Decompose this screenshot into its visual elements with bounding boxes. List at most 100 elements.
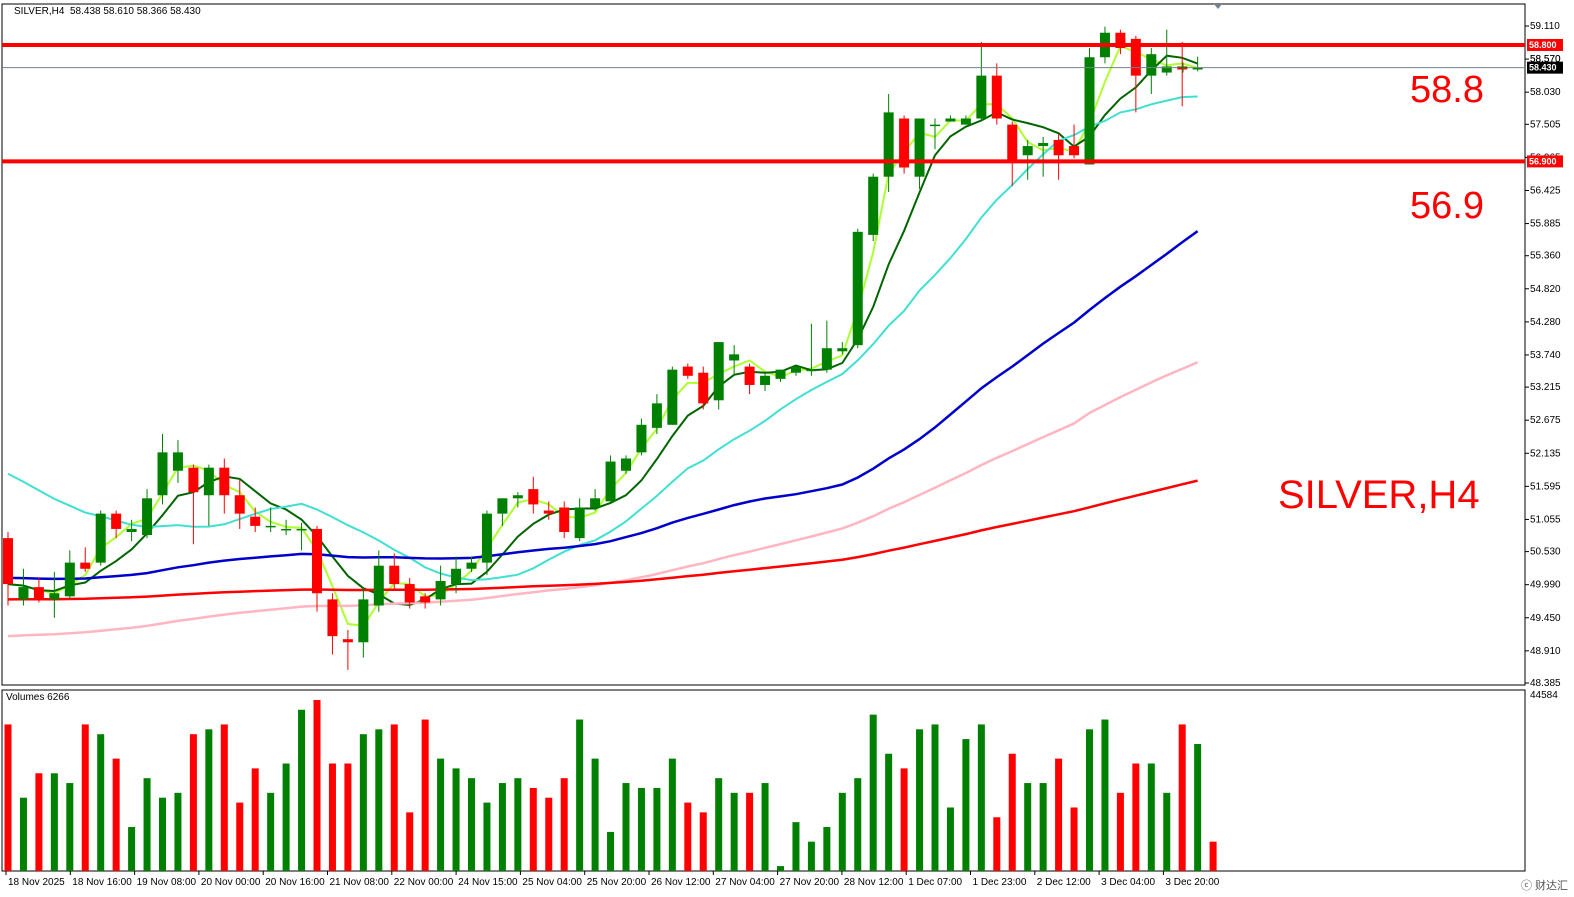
x-tick-label: 20 Nov 16:00 bbox=[265, 877, 325, 888]
candle-body bbox=[899, 118, 910, 168]
volume-bar bbox=[900, 768, 908, 871]
volume-bar bbox=[1008, 753, 1016, 871]
x-tick-label: 18 Nov 2025 bbox=[8, 877, 65, 888]
y-tick-label: 48.910 bbox=[1530, 646, 1561, 657]
volume-bar bbox=[653, 787, 661, 871]
candle-body bbox=[930, 124, 940, 127]
candle-body bbox=[172, 452, 183, 471]
y-tick-label: 53.215 bbox=[1530, 382, 1561, 393]
volume-bar bbox=[468, 778, 475, 871]
volume-bar bbox=[81, 724, 89, 871]
candle-body bbox=[358, 599, 369, 643]
volume-bar bbox=[622, 783, 630, 871]
volume-bar bbox=[1070, 807, 1078, 871]
volume-bar bbox=[97, 734, 105, 871]
candle-body bbox=[821, 348, 832, 370]
volume-bar bbox=[1147, 763, 1155, 871]
candle-body bbox=[651, 403, 662, 428]
y-tick-label: 54.820 bbox=[1530, 284, 1561, 295]
candle-body bbox=[837, 348, 848, 352]
candle-body bbox=[512, 495, 523, 499]
volume-bar bbox=[390, 724, 398, 871]
volume-bar bbox=[1209, 841, 1217, 871]
candle-body bbox=[80, 562, 91, 569]
volume-bar bbox=[545, 797, 553, 871]
volume-bar bbox=[328, 763, 336, 871]
candle-body bbox=[1038, 143, 1049, 147]
volume-bar bbox=[931, 724, 939, 871]
volume-bar bbox=[916, 729, 924, 871]
volume-bar bbox=[421, 719, 429, 871]
volume-bar bbox=[66, 783, 74, 871]
candle-body bbox=[682, 366, 693, 376]
volume-bar bbox=[128, 827, 136, 871]
candle-body bbox=[713, 342, 724, 401]
candle-body bbox=[543, 510, 554, 514]
volume-bar bbox=[699, 812, 707, 871]
support-annotation: 56.9 bbox=[1410, 185, 1484, 227]
candle-body bbox=[234, 495, 245, 514]
volume-bar bbox=[267, 792, 275, 871]
volume-bar bbox=[282, 763, 290, 871]
volume-bars bbox=[4, 700, 1217, 871]
candle-body bbox=[1146, 54, 1157, 76]
candle-body bbox=[157, 452, 168, 496]
x-tick-label: 21 Nov 08:00 bbox=[330, 877, 390, 888]
volume-bar bbox=[807, 841, 815, 871]
y-tick-label: 49.450 bbox=[1530, 613, 1561, 624]
candle-body bbox=[559, 507, 570, 532]
y-tick-label: 49.990 bbox=[1530, 580, 1561, 591]
chart-header-symbol: SILVER,H4 bbox=[14, 6, 65, 17]
x-tick-label: 1 Dec 23:00 bbox=[973, 877, 1027, 888]
candle-body bbox=[1007, 124, 1018, 162]
x-tick-label: 27 Nov 04:00 bbox=[715, 877, 775, 888]
volume-bar bbox=[50, 773, 58, 871]
volume-bar bbox=[375, 729, 383, 871]
y-tick-label: 58.030 bbox=[1530, 87, 1561, 98]
volume-bar bbox=[746, 792, 754, 871]
volume-bar bbox=[668, 758, 676, 871]
y-tick-label: 59.110 bbox=[1530, 21, 1560, 32]
candle-body bbox=[389, 565, 400, 585]
candle-body bbox=[219, 467, 230, 496]
candle-body bbox=[1069, 146, 1080, 156]
candle-body bbox=[481, 513, 492, 563]
candle-body bbox=[806, 369, 817, 372]
candle-body bbox=[265, 525, 276, 528]
shift-marker bbox=[1214, 4, 1222, 9]
current-price-tag-bg bbox=[1527, 61, 1563, 74]
x-tick-label: 3 Dec 20:00 bbox=[1165, 877, 1219, 888]
y-tick-label: 52.135 bbox=[1530, 448, 1561, 459]
x-tick-label: 26 Nov 12:00 bbox=[651, 877, 711, 888]
instrument-annotation: SILVER,H4 bbox=[1278, 473, 1480, 517]
volume-bar bbox=[19, 797, 27, 871]
volume-bar bbox=[946, 807, 954, 871]
volume-bar bbox=[993, 817, 1001, 871]
candle-body bbox=[605, 461, 616, 502]
volume-bar bbox=[1055, 758, 1063, 871]
volume-bar bbox=[529, 787, 537, 871]
support-price-tag-bg bbox=[1527, 155, 1563, 168]
volume-bar bbox=[4, 724, 12, 871]
y-tick-label: 58.570 bbox=[1530, 54, 1561, 65]
ma-slow-line bbox=[7, 95, 1198, 582]
candle-body bbox=[883, 112, 894, 177]
candle-body bbox=[621, 458, 631, 471]
volume-bar bbox=[607, 831, 615, 871]
x-tick-label: 25 Nov 20:00 bbox=[587, 877, 647, 888]
candle-body bbox=[296, 528, 307, 531]
candle-body bbox=[250, 516, 261, 526]
volume-bar bbox=[313, 700, 321, 871]
volume-bar bbox=[576, 719, 584, 871]
volume-bar bbox=[220, 724, 228, 871]
candle-body bbox=[1161, 66, 1172, 73]
candle-body bbox=[574, 507, 585, 539]
candle-body bbox=[991, 75, 1002, 119]
candle-body bbox=[373, 565, 384, 606]
volume-bar bbox=[962, 739, 970, 871]
ma-blue-line bbox=[7, 230, 1199, 581]
y-tick-label: 50.530 bbox=[1530, 547, 1561, 558]
volume-bar bbox=[344, 763, 352, 871]
